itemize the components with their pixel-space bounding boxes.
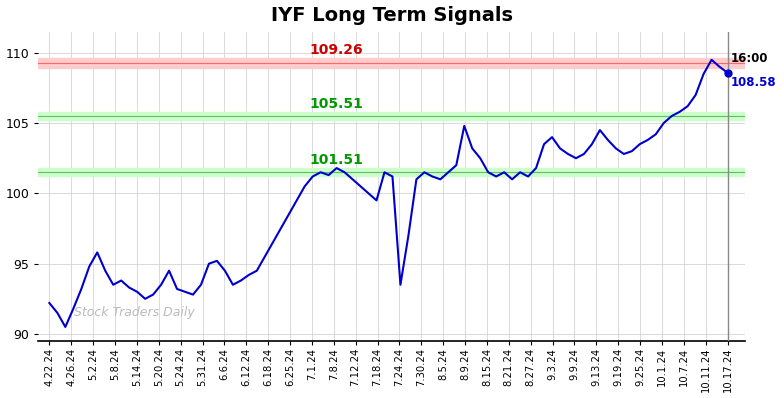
Text: 105.51: 105.51 xyxy=(310,97,363,111)
Bar xyxy=(38,58,745,68)
Bar xyxy=(38,168,745,176)
Text: 101.51: 101.51 xyxy=(310,153,363,167)
Text: 109.26: 109.26 xyxy=(310,43,363,57)
Text: Stock Traders Daily: Stock Traders Daily xyxy=(74,306,194,319)
Title: IYF Long Term Signals: IYF Long Term Signals xyxy=(270,6,513,25)
Text: 16:00: 16:00 xyxy=(731,52,768,64)
Bar xyxy=(38,112,745,120)
Text: 108.58: 108.58 xyxy=(731,76,776,88)
